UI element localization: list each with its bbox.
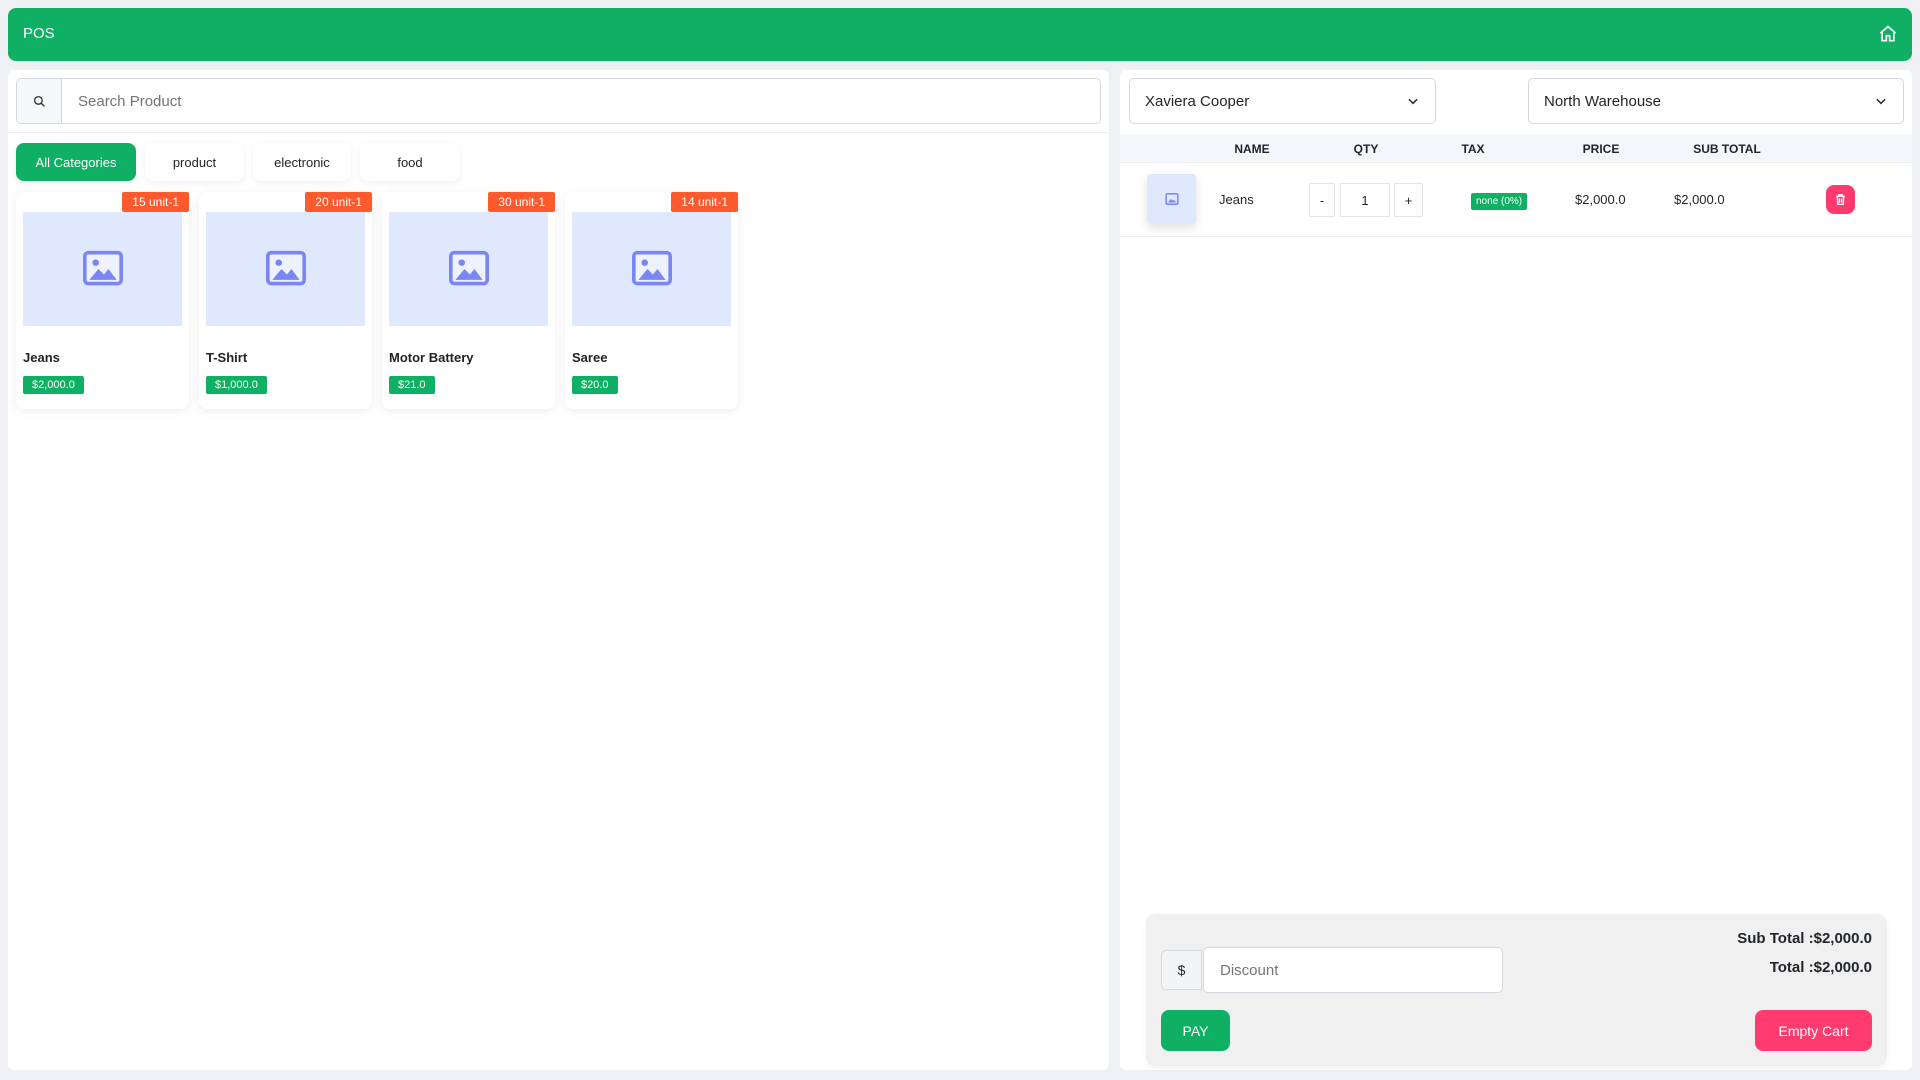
category-all[interactable]: All Categories bbox=[16, 143, 136, 181]
product-panel: All Categories product electronic food 1… bbox=[8, 70, 1109, 1070]
product-image bbox=[572, 212, 731, 326]
currency-addon: $ bbox=[1161, 950, 1202, 990]
product-name: Motor Battery bbox=[389, 350, 474, 365]
product-card[interactable]: 14 unit-1 Saree $20.0 bbox=[565, 192, 738, 409]
delete-item-button[interactable] bbox=[1826, 185, 1855, 214]
product-card[interactable]: 15 unit-1 Jeans $2,000.0 bbox=[16, 192, 189, 409]
qty-decrease-button[interactable]: - bbox=[1309, 183, 1335, 217]
cart-table-header: NAME QTY TAX PRICE SUB TOTAL bbox=[1120, 134, 1912, 163]
search-input[interactable] bbox=[62, 79, 1100, 123]
customer-value: Xaviera Cooper bbox=[1145, 92, 1250, 110]
product-grid: 15 unit-1 Jeans $2,000.0 20 unit-1 T-Shir… bbox=[16, 192, 738, 409]
product-image bbox=[206, 212, 365, 326]
tax-badge: none (0%) bbox=[1471, 193, 1528, 210]
customer-select[interactable]: Xaviera Cooper bbox=[1129, 78, 1436, 124]
search-bar bbox=[16, 78, 1101, 124]
category-tabs: All Categories product electronic food bbox=[16, 143, 460, 181]
cart-row: Jeans - 1 + none (0%) $2,000.0 $2,000.0 bbox=[1120, 163, 1912, 237]
stock-badge: 15 unit-1 bbox=[122, 192, 189, 212]
cart-item-subtotal: $2,000.0 bbox=[1674, 192, 1725, 207]
chevron-down-icon bbox=[1408, 98, 1418, 105]
qty-input[interactable]: 1 bbox=[1340, 183, 1390, 217]
product-image bbox=[389, 212, 548, 326]
chevron-down-icon bbox=[1876, 98, 1886, 105]
sub-total: Sub Total :$2,000.0 bbox=[1737, 930, 1872, 947]
warehouse-value: North Warehouse bbox=[1544, 92, 1661, 110]
category-food[interactable]: food bbox=[360, 143, 460, 181]
column-name: NAME bbox=[1234, 142, 1270, 156]
stock-badge: 14 unit-1 bbox=[671, 192, 738, 212]
top-bar: POS bbox=[8, 8, 1912, 61]
discount-input[interactable] bbox=[1203, 947, 1503, 993]
app-title: POS bbox=[23, 25, 55, 42]
image-placeholder-icon bbox=[448, 250, 489, 286]
product-name: Saree bbox=[572, 350, 608, 365]
trash-icon bbox=[1836, 193, 1845, 206]
product-price: $21.0 bbox=[389, 376, 435, 394]
image-placeholder-icon bbox=[1164, 193, 1179, 205]
cart-summary: $ Sub Total :$2,000.0 Total :$2,000.0 PA… bbox=[1146, 914, 1887, 1066]
stock-badge: 20 unit-1 bbox=[305, 192, 372, 212]
product-image bbox=[23, 212, 182, 326]
warehouse-select[interactable]: North Warehouse bbox=[1528, 78, 1904, 124]
category-product[interactable]: product bbox=[145, 143, 244, 181]
stock-badge: 30 unit-1 bbox=[488, 192, 555, 212]
column-subtotal: SUB TOTAL bbox=[1693, 142, 1761, 156]
cart-panel: Xaviera Cooper North Warehouse NAME QTY … bbox=[1120, 70, 1912, 1070]
product-price: $2,000.0 bbox=[23, 376, 84, 394]
cart-item-name: Jeans bbox=[1219, 192, 1254, 207]
category-electronic[interactable]: electronic bbox=[253, 143, 351, 181]
empty-cart-button[interactable]: Empty Cart bbox=[1755, 1010, 1872, 1051]
product-name: Jeans bbox=[23, 350, 60, 365]
qty-increase-button[interactable]: + bbox=[1394, 183, 1423, 217]
image-placeholder-icon bbox=[82, 250, 123, 286]
product-card[interactable]: 20 unit-1 T-Shirt $1,000.0 bbox=[199, 192, 372, 409]
product-name: T-Shirt bbox=[206, 350, 248, 365]
search-icon bbox=[17, 79, 62, 123]
image-placeholder-icon bbox=[265, 250, 306, 286]
product-price: $20.0 bbox=[572, 376, 618, 394]
divider bbox=[8, 132, 1109, 133]
column-qty: QTY bbox=[1353, 142, 1379, 156]
image-placeholder-icon bbox=[631, 250, 672, 286]
product-price: $1,000.0 bbox=[206, 376, 267, 394]
column-price: PRICE bbox=[1582, 142, 1620, 156]
total: Total :$2,000.0 bbox=[1769, 959, 1872, 976]
pay-button[interactable]: PAY bbox=[1161, 1010, 1230, 1051]
product-card[interactable]: 30 unit-1 Motor Battery $21.0 bbox=[382, 192, 555, 409]
product-thumbnail bbox=[1147, 174, 1196, 224]
cart-item-price: $2,000.0 bbox=[1575, 192, 1626, 207]
column-tax: TAX bbox=[1461, 142, 1485, 156]
home-icon[interactable] bbox=[1878, 24, 1898, 44]
